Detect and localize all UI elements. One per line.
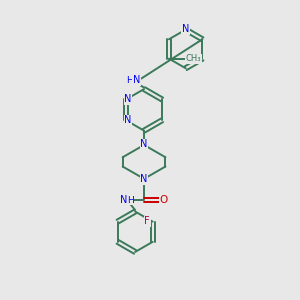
Text: N: N (140, 140, 148, 149)
Text: N: N (140, 174, 148, 184)
Text: H: H (127, 196, 134, 205)
Text: O: O (160, 195, 168, 205)
Text: N: N (120, 195, 127, 205)
Text: H: H (126, 76, 133, 85)
Text: N: N (124, 94, 132, 104)
Text: CH₃: CH₃ (186, 54, 201, 63)
Text: N: N (133, 75, 140, 85)
Text: N: N (182, 24, 189, 34)
Text: N: N (124, 115, 132, 125)
Text: F: F (145, 216, 150, 226)
